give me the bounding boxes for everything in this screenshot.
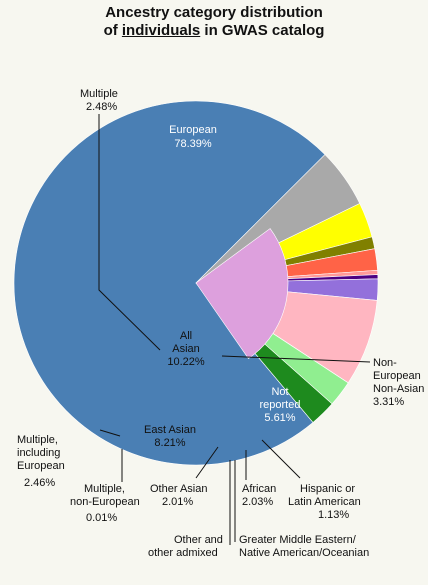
label-multiple-incl-line2: including xyxy=(17,447,60,459)
label-hispanic-pct: 1.13% xyxy=(318,509,349,521)
leader-non-euro-non-asian xyxy=(221,355,371,363)
chart-title-suffix: in GWAS catalog xyxy=(200,22,325,39)
label-greater-me-line1: Greater Middle Eastern/ xyxy=(239,534,357,546)
label-greater-me-line2: Native American/Oceanian xyxy=(239,547,369,559)
label-non-euro-pct: 3.31% xyxy=(373,396,404,408)
label-non-euro-line1: Non- xyxy=(373,357,397,369)
label-other-admixed-line1: Other and xyxy=(174,534,223,546)
pie-slice-european xyxy=(13,100,326,466)
label-not-reported-line2: reported xyxy=(260,399,301,411)
slice-labels: Multiple 2.48% European 78.39% All Asian… xyxy=(17,88,424,559)
chart-title-line-2: of individuals in GWAS catalog xyxy=(0,22,428,40)
label-other-admixed-line2: other admixed xyxy=(148,547,218,559)
label-not-reported-line1: Not xyxy=(271,386,288,398)
label-european-pct: 78.39% xyxy=(174,138,212,150)
label-european-name: European xyxy=(169,124,217,136)
label-hispanic-line2: Latin American xyxy=(288,496,361,508)
label-multiple-name: Multiple xyxy=(80,88,118,100)
label-multiple-incl-line1: Multiple, xyxy=(17,434,58,446)
label-non-euro-line3: Non-Asian xyxy=(373,383,424,395)
label-all-asian-line2: Asian xyxy=(172,343,200,355)
label-multiple-incl-pct: 2.46% xyxy=(24,477,55,489)
leader-hispanic xyxy=(261,439,301,479)
label-multiple-non-euro-pct: 0.01% xyxy=(86,512,117,524)
chart-title: Ancestry category distribution of indivi… xyxy=(0,4,428,40)
label-multiple-incl-line3: European xyxy=(17,460,65,472)
label-all-asian-pct: 10.22% xyxy=(167,356,205,368)
pie-inner-all-asian xyxy=(195,228,289,360)
label-hispanic-line1: Hispanic or xyxy=(300,483,355,495)
inner-asian-group xyxy=(195,228,289,360)
label-multiple-pct: 2.48% xyxy=(86,101,117,113)
label-east-asian-pct: 8.21% xyxy=(154,437,185,449)
label-non-euro-line2: European xyxy=(373,370,421,382)
label-other-asian-name: Other Asian xyxy=(150,483,207,495)
label-all-asian-line1: All xyxy=(180,330,192,342)
leader-lines xyxy=(98,114,371,545)
chart-title-prefix: of xyxy=(103,22,122,39)
chart-title-emphasis: individuals xyxy=(121,22,201,39)
label-other-asian-pct: 2.01% xyxy=(162,496,193,508)
label-multiple-non-euro-line1: Multiple, xyxy=(84,483,125,495)
label-african-pct: 2.03% xyxy=(242,496,273,508)
leader-multiple-incl-euro xyxy=(99,429,121,437)
label-african-name: African xyxy=(242,483,276,495)
label-east-asian-name: East Asian xyxy=(144,424,196,436)
label-not-reported-pct: 5.61% xyxy=(264,412,295,424)
chart-title-line-1: Ancestry category distribution xyxy=(105,4,323,21)
leader-multiple xyxy=(98,114,161,351)
label-multiple-non-euro-line2: non-European xyxy=(70,496,140,508)
leader-other-asian xyxy=(195,446,219,479)
